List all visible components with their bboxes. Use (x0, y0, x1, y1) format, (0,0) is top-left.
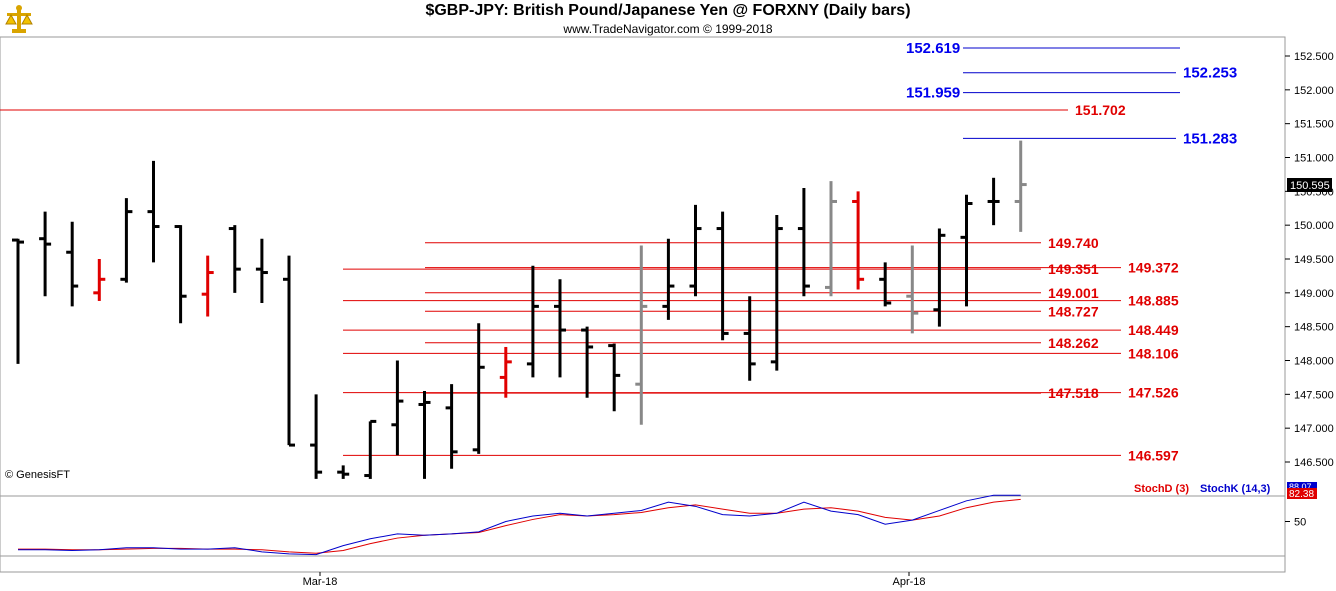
ohlc-bar (174, 225, 187, 324)
stoch-panel-frame (0, 495, 1286, 573)
ohlc-bar (581, 326, 594, 398)
ohlc-bar (472, 323, 485, 454)
x-tick-label: Apr-18 (892, 576, 925, 588)
ohlc-bar (933, 228, 946, 327)
ohlc-bar (716, 211, 729, 341)
ohlc-bar (1014, 140, 1027, 232)
support-label: 149.351 (1048, 261, 1099, 277)
ohlc-bar (635, 245, 648, 425)
y-tick-label: 151.000 (1294, 153, 1334, 165)
ohlc-bar (743, 296, 756, 381)
stochd-legend: StochD (3) (1134, 483, 1189, 495)
ohlc-bar (608, 343, 621, 412)
stochk-value-label: 88.07 (1289, 482, 1312, 492)
support-label: 148.449 (1128, 322, 1179, 338)
stochk-legend: StochK (14,3) (1200, 483, 1271, 495)
chart-header: $GBP-JPY: British Pound/Japanese Yen @ F… (0, 0, 1336, 38)
ohlc-bar (689, 204, 702, 297)
y-tick-label: 148.000 (1294, 356, 1334, 368)
stochk-value-tag (1287, 482, 1317, 491)
ohlc-bar (201, 255, 214, 317)
support-label: 148.262 (1048, 335, 1099, 351)
ohlc-bar (418, 390, 431, 479)
y-tick-label: 147.500 (1294, 389, 1334, 401)
target-label: 152.253 (1183, 65, 1237, 82)
ohlc-bar (852, 191, 865, 290)
y-tick-label: 149.000 (1294, 288, 1334, 300)
ohlc-bar (283, 255, 295, 447)
ohlc-bar (12, 238, 24, 364)
ohlc-bar (364, 419, 377, 479)
ohlc-bar (310, 394, 323, 479)
ohlc-bars (12, 140, 1027, 479)
support-label: 149.001 (1048, 285, 1099, 301)
support-label: 151.702 (1075, 102, 1126, 118)
support-label: 148.727 (1048, 303, 1099, 319)
y-tick-label: 146.500 (1294, 457, 1334, 469)
support-label: 149.372 (1128, 260, 1179, 276)
ohlc-bar (120, 198, 133, 283)
y-tick-label: 152.500 (1294, 51, 1334, 63)
ohlc-bar (770, 215, 783, 371)
ohlc-bar (797, 187, 810, 297)
ohlc-bar (66, 221, 79, 307)
ohlc-bar (228, 225, 241, 293)
watermark: © GenesisFT (5, 469, 70, 481)
stochd-series-line (18, 498, 1021, 554)
support-label: 147.518 (1048, 385, 1099, 401)
ohlc-bar (445, 384, 458, 469)
x-tick-label: Mar-18 (303, 576, 338, 588)
chart-subtitle: www.TradeNavigator.com © 1999-2018 (563, 22, 773, 36)
ohlc-bar (255, 238, 268, 303)
stochk-series-line (18, 494, 1021, 556)
support-lines: 151.702 149.740 149.351 149.372 149.001 148.8… (0, 102, 1179, 463)
support-label: 148.885 (1128, 293, 1179, 309)
support-label: 148.106 (1128, 345, 1179, 361)
target-label: 151.283 (1183, 130, 1237, 147)
y-tick-label: 149.500 (1294, 254, 1334, 266)
ohlc-bar (554, 279, 566, 378)
stochd-value-tag (1287, 488, 1317, 499)
y-tick-label: 147.000 (1294, 423, 1334, 435)
ohlc-bar (391, 360, 404, 456)
chart-title: $GBP-JPY: British Pound/Japanese Yen @ F… (425, 2, 911, 19)
x-axis: Mar-18 Apr-18 (0, 571, 1285, 588)
ohlc-bar (147, 160, 160, 263)
ohlc-bar (960, 194, 973, 307)
y-tick-label: 148.500 (1294, 322, 1334, 334)
ohlc-bar (662, 238, 675, 320)
ohlc-bar (337, 465, 350, 479)
last-price-label: 150.595 (1290, 180, 1330, 192)
gold-scale-icon (5, 5, 33, 33)
target-lines: 152.619 152.253 151.959 151.283 (906, 40, 1237, 147)
ohlc-bar (987, 177, 1000, 226)
y-tick-label: 152.000 (1294, 85, 1334, 97)
ohlc-bar (526, 265, 539, 378)
ohlc-bar (499, 346, 512, 398)
support-label: 149.740 (1048, 235, 1099, 251)
target-label: 152.619 (906, 40, 960, 57)
stoch-y-tick-label: 50 (1294, 517, 1306, 529)
last-price-tag: 150.595 (1287, 178, 1332, 192)
target-label: 151.959 (906, 85, 960, 102)
ohlc-bar (825, 181, 837, 297)
y-axis: 146.500 147.000 147.500 148.000 148.500 149.0… (1285, 51, 1334, 469)
ohlc-bar (906, 245, 919, 334)
support-label: 147.526 (1128, 385, 1179, 401)
support-label: 146.597 (1128, 447, 1179, 463)
y-tick-label: 150.000 (1294, 220, 1334, 232)
ohlc-bar (39, 211, 52, 297)
y-tick-label: 151.500 (1294, 119, 1334, 131)
ohlc-bar (93, 259, 106, 301)
stochd-value-label: 82.38 (1289, 489, 1314, 500)
ohlc-bar (879, 262, 892, 307)
